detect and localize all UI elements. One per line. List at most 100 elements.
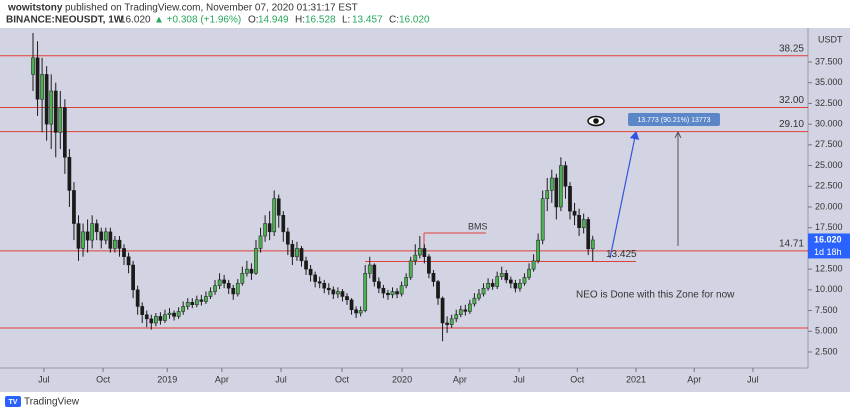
candle-body — [108, 231, 113, 249]
x-tick-label: 2019 — [157, 374, 177, 384]
candle-body — [276, 198, 281, 216]
candle-body — [326, 287, 331, 291]
ohlc-value: 16.528 — [305, 15, 336, 26]
candle-body — [113, 239, 117, 249]
candle-body — [586, 219, 591, 250]
candle-body — [454, 314, 459, 320]
candle-body — [35, 57, 40, 100]
candle-body — [445, 322, 449, 325]
candle-body — [231, 287, 236, 295]
ohlc-value: 13.457 — [352, 15, 383, 26]
candle-body — [213, 285, 217, 292]
candle-body — [545, 190, 550, 199]
svg-text:TV: TV — [9, 399, 18, 406]
candle-body — [199, 299, 204, 302]
x-tick-label: Apr — [453, 374, 467, 384]
logo: TV — [5, 396, 21, 407]
candle-body — [572, 210, 577, 216]
candle-body — [267, 223, 272, 233]
y-tick-label: 7.500 — [815, 305, 838, 315]
candle-body — [249, 268, 254, 274]
candle-body — [486, 282, 490, 289]
candle-body — [413, 254, 418, 262]
candle-body — [295, 248, 299, 257]
candle-body — [158, 316, 163, 321]
candle-body — [531, 260, 536, 270]
candle-body — [349, 299, 354, 310]
y-tick-label: 35.000 — [815, 77, 843, 87]
y-tick-label: 37.500 — [815, 56, 843, 66]
candle-body — [463, 309, 468, 312]
candle-body — [226, 282, 231, 289]
candle-body — [468, 303, 472, 312]
plot-background — [0, 28, 850, 392]
symbol: BINANCE:NEOUSDT, 1W — [6, 15, 124, 26]
candle-body — [85, 231, 90, 241]
candle-body — [281, 215, 286, 233]
y-tick-label: 32.500 — [815, 98, 843, 108]
candle-body — [408, 260, 413, 278]
y-tick-label: 30.000 — [815, 118, 843, 128]
candle-body — [399, 285, 404, 295]
x-tick-label: 2020 — [392, 374, 412, 384]
candle-body — [331, 289, 336, 295]
y-tick-label: 22.500 — [815, 181, 843, 191]
unit: USDT — [818, 34, 843, 44]
candle-body — [390, 291, 395, 296]
candle-body — [345, 296, 349, 301]
candle-body — [272, 198, 277, 233]
candle-body — [377, 281, 381, 289]
candle-body — [449, 318, 454, 325]
y-tick-label: 12.500 — [815, 264, 843, 274]
projection-label: 13.773 (90.21%) 13773 — [637, 117, 710, 124]
candle-body — [44, 74, 49, 125]
candle-body — [527, 268, 531, 278]
candle-body — [81, 231, 85, 249]
candle-body — [53, 90, 58, 133]
candle-body — [208, 291, 213, 297]
candle-body — [386, 292, 390, 296]
candle-body — [417, 248, 422, 256]
candle-body — [431, 273, 436, 282]
candle-body — [204, 296, 208, 302]
bms-label: BMS — [468, 221, 488, 231]
candle-body — [217, 279, 222, 286]
candle-body — [513, 282, 518, 289]
candle-body — [235, 282, 240, 295]
candle-body — [577, 215, 581, 228]
candle-body — [185, 302, 190, 307]
candle-body — [285, 231, 290, 245]
candle-body — [163, 314, 167, 321]
y-tick-label: 25.000 — [815, 160, 843, 170]
candle-body — [149, 318, 154, 324]
candle-body — [154, 316, 158, 324]
x-tick-label: Oct — [335, 374, 350, 384]
x-tick-label: Apr — [687, 374, 701, 384]
candle-body — [90, 223, 95, 241]
candle-body — [117, 239, 122, 249]
price-tag-label: 16.020 — [814, 234, 842, 244]
candle-body — [367, 264, 372, 274]
support-label: 13.425 — [606, 249, 637, 260]
candle-body — [103, 231, 108, 241]
candle-body — [540, 198, 545, 241]
candle-body — [536, 239, 540, 262]
x-tick-label: Apr — [215, 374, 229, 384]
y-tick-label: 17.500 — [815, 222, 843, 232]
y-tick-label: 2.500 — [815, 346, 838, 356]
candle-body — [245, 268, 249, 274]
candle-body — [172, 312, 176, 317]
countdown-box — [808, 246, 850, 259]
x-tick-label: Oct — [570, 374, 585, 384]
candle-body — [62, 107, 67, 158]
candle-body — [31, 57, 35, 75]
candle-body — [563, 165, 568, 187]
candle-body — [304, 260, 308, 270]
candle-body — [40, 74, 44, 100]
candle-body — [581, 219, 586, 228]
countdown: 1d 18h — [814, 247, 842, 257]
candle-body — [131, 264, 135, 291]
candle-body — [381, 287, 386, 294]
candle-body — [254, 248, 258, 274]
